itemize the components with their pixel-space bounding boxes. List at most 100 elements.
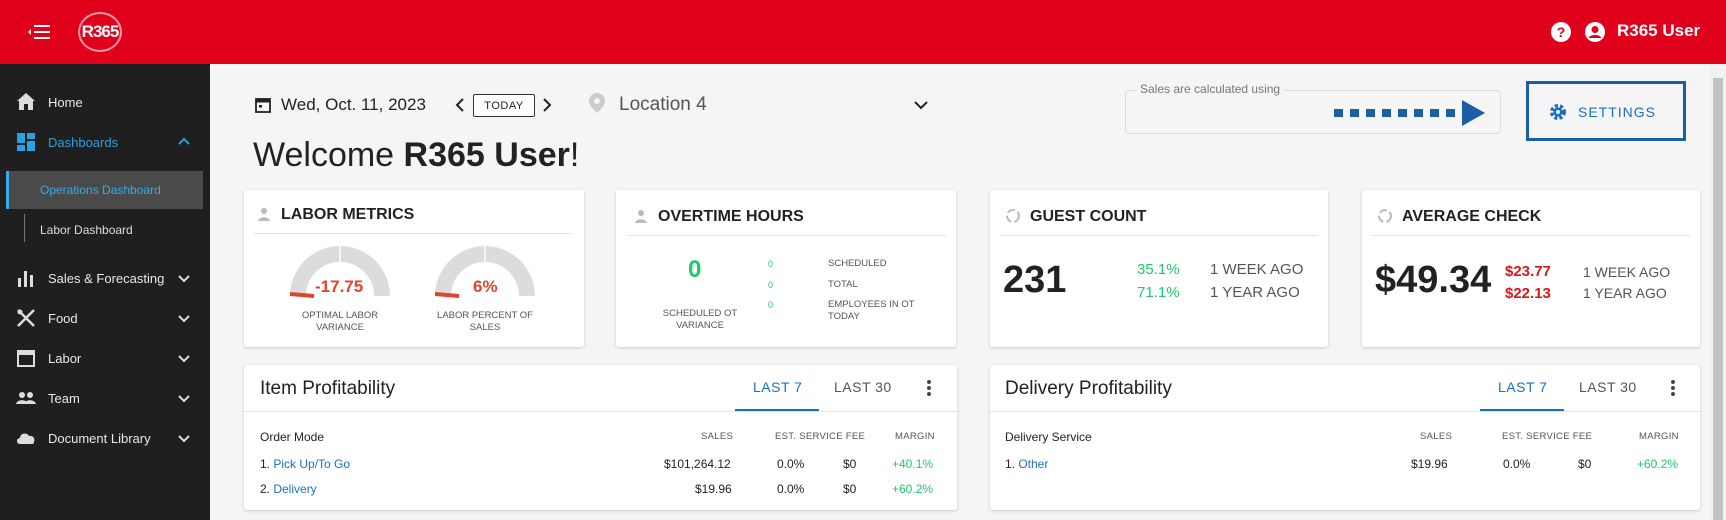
divider (1000, 235, 1318, 236)
home-icon (17, 93, 35, 110)
welcome-prefix: Welcome (253, 136, 404, 174)
sidebar-subitem-label: Operations Dashboard (40, 183, 161, 197)
column-header: SALES (1420, 431, 1453, 442)
labor-percent-of-sales-gauge (435, 246, 535, 298)
sidebar-item-label: Sales & Forecasting (48, 270, 165, 286)
top-bar: R365 ? R365 User (0, 0, 1726, 64)
sidebar-item-home[interactable]: Home (0, 82, 210, 122)
tab-last-7[interactable]: LAST 7 (1498, 379, 1548, 395)
divider (628, 235, 946, 236)
table-cell: $19.96 (695, 482, 732, 496)
account-icon[interactable] (1584, 21, 1606, 43)
sidebar-item-food[interactable]: Food (0, 298, 210, 338)
utensils-icon (17, 309, 35, 327)
table-cell: 0.0% (777, 482, 805, 496)
guest-count-card (990, 190, 1328, 347)
scrollbar-thumb[interactable] (1713, 78, 1723, 520)
chevron-down-icon[interactable] (176, 350, 192, 366)
sidebar-item-team[interactable]: Team (0, 378, 210, 418)
page-scrollbar[interactable] (1710, 64, 1726, 520)
column-header: EST. SERVICE FEE (1502, 431, 1593, 442)
year-ago-label: 1 YEAR AGO (1210, 284, 1300, 301)
card-title: AVERAGE CHECK (1402, 208, 1542, 225)
sidebar-item-labor[interactable]: Labor (0, 338, 210, 378)
table-cell: 0.0% (1503, 457, 1531, 471)
welcome-suffix: ! (569, 136, 580, 174)
pick-up-to-go-link[interactable]: Pick Up/To Go (273, 457, 351, 471)
person-icon (258, 208, 270, 221)
selected-date[interactable]: Wed, Oct. 11, 2023 (281, 95, 426, 114)
help-icon[interactable]: ? (1550, 21, 1572, 43)
card-title: GUEST COUNT (1030, 208, 1147, 225)
column-header: Delivery Service (1005, 430, 1092, 444)
sidebar-item-dashboards[interactable]: Dashboards (0, 122, 210, 162)
sidebar-item-label: Home (48, 94, 83, 110)
chevron-down-icon[interactable] (176, 390, 192, 406)
page-title: Welcome R365 User! (253, 136, 579, 175)
location-select[interactable]: Location 4 (619, 94, 707, 115)
cloud-icon (17, 433, 35, 444)
divider (244, 411, 957, 412)
previous-day-icon[interactable] (453, 96, 467, 114)
item-profitability-card (244, 365, 957, 510)
year-ago-label: 1 YEAR AGO (1583, 285, 1667, 301)
logo[interactable]: R365 (78, 12, 122, 52)
tab-last-30[interactable]: LAST 30 (834, 379, 892, 395)
sidebar-item-label: Dashboards (48, 134, 119, 150)
tab-last-7[interactable]: LAST 7 (753, 379, 803, 395)
optimal-labor-variance-gauge (290, 246, 390, 298)
week-ago-label: 1 WEEK AGO (1583, 264, 1671, 280)
scheduled-value: 0 (768, 259, 774, 269)
average-check-card (1362, 190, 1700, 347)
dotted-arrow-annotation (1334, 100, 1485, 126)
divider (1372, 235, 1690, 236)
table-cell: +60.2% (892, 482, 934, 496)
sidebar-item-label: Food (48, 310, 78, 326)
next-day-icon[interactable] (540, 96, 554, 114)
gauge-value: 6% (473, 277, 498, 296)
today-button[interactable]: TODAY (473, 94, 535, 117)
card-title: LABOR METRICS (281, 206, 415, 223)
loading-spinner-icon (1378, 209, 1392, 223)
welcome-user-name: R365 User (403, 136, 570, 174)
sidebar-item-label: Document Library (48, 430, 151, 446)
menu-icon[interactable] (26, 20, 56, 44)
delivery-link[interactable]: Delivery (273, 482, 317, 496)
chevron-down-icon[interactable] (176, 310, 192, 326)
chevron-down-icon[interactable] (912, 96, 930, 114)
card-title: OVERTIME HOURS (658, 208, 804, 225)
sidebar-subitem-labor-dashboard[interactable]: Labor Dashboard (6, 211, 203, 249)
user-name[interactable]: R365 User (1617, 21, 1701, 40)
table-cell: $0 (1578, 457, 1592, 471)
gauge-label: LABOR PERCENT OF SALES (437, 310, 533, 333)
loading-spinner-icon (1006, 209, 1020, 223)
sidebar-item-sales-forecasting[interactable]: Sales & Forecasting (0, 258, 210, 298)
svg-text:?: ? (1557, 24, 1566, 40)
more-vert-icon[interactable] (1665, 378, 1681, 398)
table-cell: +60.2% (1637, 457, 1679, 471)
other-link[interactable]: Other (1018, 457, 1049, 471)
people-icon (16, 392, 36, 404)
more-vert-icon[interactable] (921, 378, 937, 398)
week-ago-label: 1 WEEK AGO (1210, 261, 1304, 278)
highlight-annotation (1526, 81, 1686, 141)
tab-last-30[interactable]: LAST 30 (1579, 379, 1637, 395)
sidebar-item-document-library[interactable]: Document Library (0, 418, 210, 458)
total-label: TOTAL (828, 279, 858, 290)
card-title: Delivery Profitability (1005, 378, 1172, 399)
table-cell: 0.0% (777, 457, 805, 471)
sidebar-subitem-operations-dashboard[interactable]: Operations Dashboard (6, 171, 203, 209)
chevron-up-icon[interactable] (176, 134, 192, 150)
total-value: 0 (768, 280, 774, 290)
calendar-icon[interactable] (254, 96, 272, 114)
chevron-down-icon[interactable] (176, 270, 192, 286)
settings-button[interactable]: SETTINGS (1548, 98, 1668, 126)
sales-calculation-label: Sales are calculated using (1136, 82, 1285, 96)
chevron-down-icon[interactable] (176, 430, 192, 446)
column-header: MARGIN (895, 431, 935, 442)
sidebar-item-label: Team (48, 390, 80, 406)
sidebar-subitem-label: Labor Dashboard (40, 223, 133, 237)
card-title: Item Profitability (260, 378, 396, 399)
table-cell: $19.96 (1411, 457, 1448, 471)
overtime-hours-card (616, 190, 956, 347)
